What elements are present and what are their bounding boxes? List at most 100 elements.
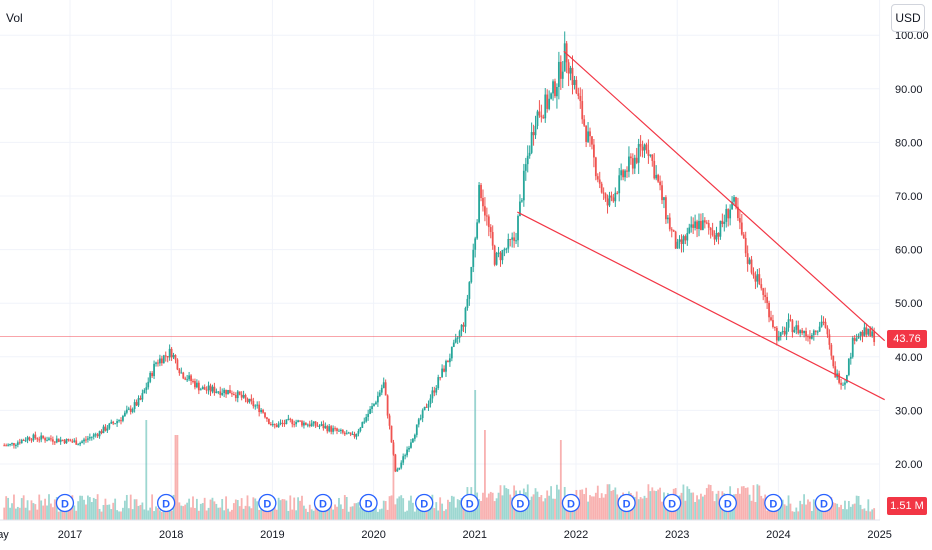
volume-bar	[160, 511, 163, 520]
x-tick-label: 2021	[463, 529, 487, 541]
candle-body	[849, 356, 852, 359]
volume-bar	[96, 494, 99, 520]
volume-bar	[649, 491, 652, 520]
volume-bar	[544, 498, 547, 520]
candle-body	[159, 358, 161, 364]
candle-body	[526, 155, 529, 165]
volume-bar	[90, 502, 93, 520]
volume-bar	[536, 491, 539, 520]
volume-bar	[133, 499, 136, 520]
candle-body	[410, 442, 412, 448]
candle-body	[711, 230, 714, 236]
candle-body	[847, 358, 850, 375]
candle-body	[155, 362, 157, 364]
volume-bar	[310, 509, 313, 520]
candle-body	[328, 426, 331, 432]
candle-body	[828, 334, 831, 345]
volume-bar	[429, 507, 432, 520]
volume-bar	[22, 495, 25, 520]
volume-indicator-label[interactable]: Vol	[6, 11, 23, 25]
volume-bar	[594, 492, 597, 520]
candle-body	[149, 372, 152, 382]
candle-body	[851, 337, 854, 357]
candle-body	[485, 215, 488, 217]
candle-body	[3, 445, 6, 447]
volume-bar	[783, 504, 786, 520]
currency-button[interactable]: USD	[891, 4, 925, 32]
volume-bar	[402, 498, 405, 520]
candle-body	[231, 393, 233, 395]
candle-body	[721, 220, 724, 224]
volume-bar	[577, 501, 580, 520]
candle-body	[316, 425, 319, 427]
volume-bar	[110, 509, 113, 520]
candle-body	[637, 143, 640, 163]
volume-bar	[38, 494, 41, 520]
volume-bar	[556, 484, 558, 520]
candle-body	[334, 428, 336, 430]
volume-bar	[738, 493, 741, 520]
candle-body	[343, 432, 346, 435]
candle-body	[258, 404, 261, 413]
volume-bar	[406, 510, 408, 520]
volume-bar	[482, 492, 484, 520]
volume-bar	[215, 503, 218, 520]
volume-bar	[382, 500, 385, 520]
candle-body	[347, 432, 350, 434]
candle-body	[452, 342, 455, 347]
volume-bar	[773, 508, 776, 520]
candle-body	[803, 330, 805, 334]
volume-bar	[766, 510, 769, 520]
volume-bar	[612, 489, 615, 520]
volume-bar	[332, 509, 335, 520]
volume-bar	[701, 496, 704, 520]
volume-bar	[388, 496, 391, 520]
volume-bar	[768, 505, 770, 520]
volume-bar	[205, 510, 208, 520]
volume-bar	[149, 507, 152, 520]
candle-body	[705, 222, 708, 224]
volume-bar	[840, 504, 842, 520]
candle-body	[236, 391, 239, 399]
candle-body	[487, 216, 490, 228]
volume-bar	[820, 506, 823, 520]
volume-bar	[242, 508, 245, 520]
volume-bar	[637, 499, 640, 520]
candle-body	[830, 344, 833, 356]
volume-bar	[240, 498, 243, 520]
candle-body	[805, 330, 807, 337]
volume-bar	[700, 493, 702, 520]
candle-body	[394, 454, 397, 472]
volume-bar	[489, 491, 492, 520]
candle-body	[36, 438, 39, 440]
candle-body	[20, 439, 23, 444]
volume-bar	[855, 495, 858, 520]
volume-bar	[125, 494, 128, 520]
volume-bar	[65, 511, 68, 520]
volume-bar	[123, 500, 126, 520]
volume-bar	[610, 490, 613, 520]
candle-body	[614, 192, 617, 202]
volume-bar	[28, 510, 31, 520]
volume-bar	[184, 504, 187, 520]
volume-bar	[647, 484, 650, 520]
candle-body	[645, 144, 648, 150]
volume-bar	[42, 505, 45, 520]
volume-bar	[20, 498, 23, 520]
candle-body	[122, 416, 124, 421]
volume-bar	[639, 497, 642, 520]
volume-bar	[260, 509, 263, 520]
volume-bar	[484, 430, 486, 520]
volume-bar	[301, 495, 303, 520]
candle-body	[624, 170, 626, 178]
candle-body	[698, 220, 700, 229]
candle-body	[760, 284, 763, 289]
candle-body	[417, 419, 420, 425]
candle-body	[517, 216, 519, 241]
candle-body	[353, 434, 356, 437]
volume-bar	[299, 500, 301, 520]
volume-bar	[246, 495, 249, 520]
candle-body	[744, 238, 747, 254]
volume-bar	[26, 500, 29, 520]
candle-body	[402, 456, 405, 463]
